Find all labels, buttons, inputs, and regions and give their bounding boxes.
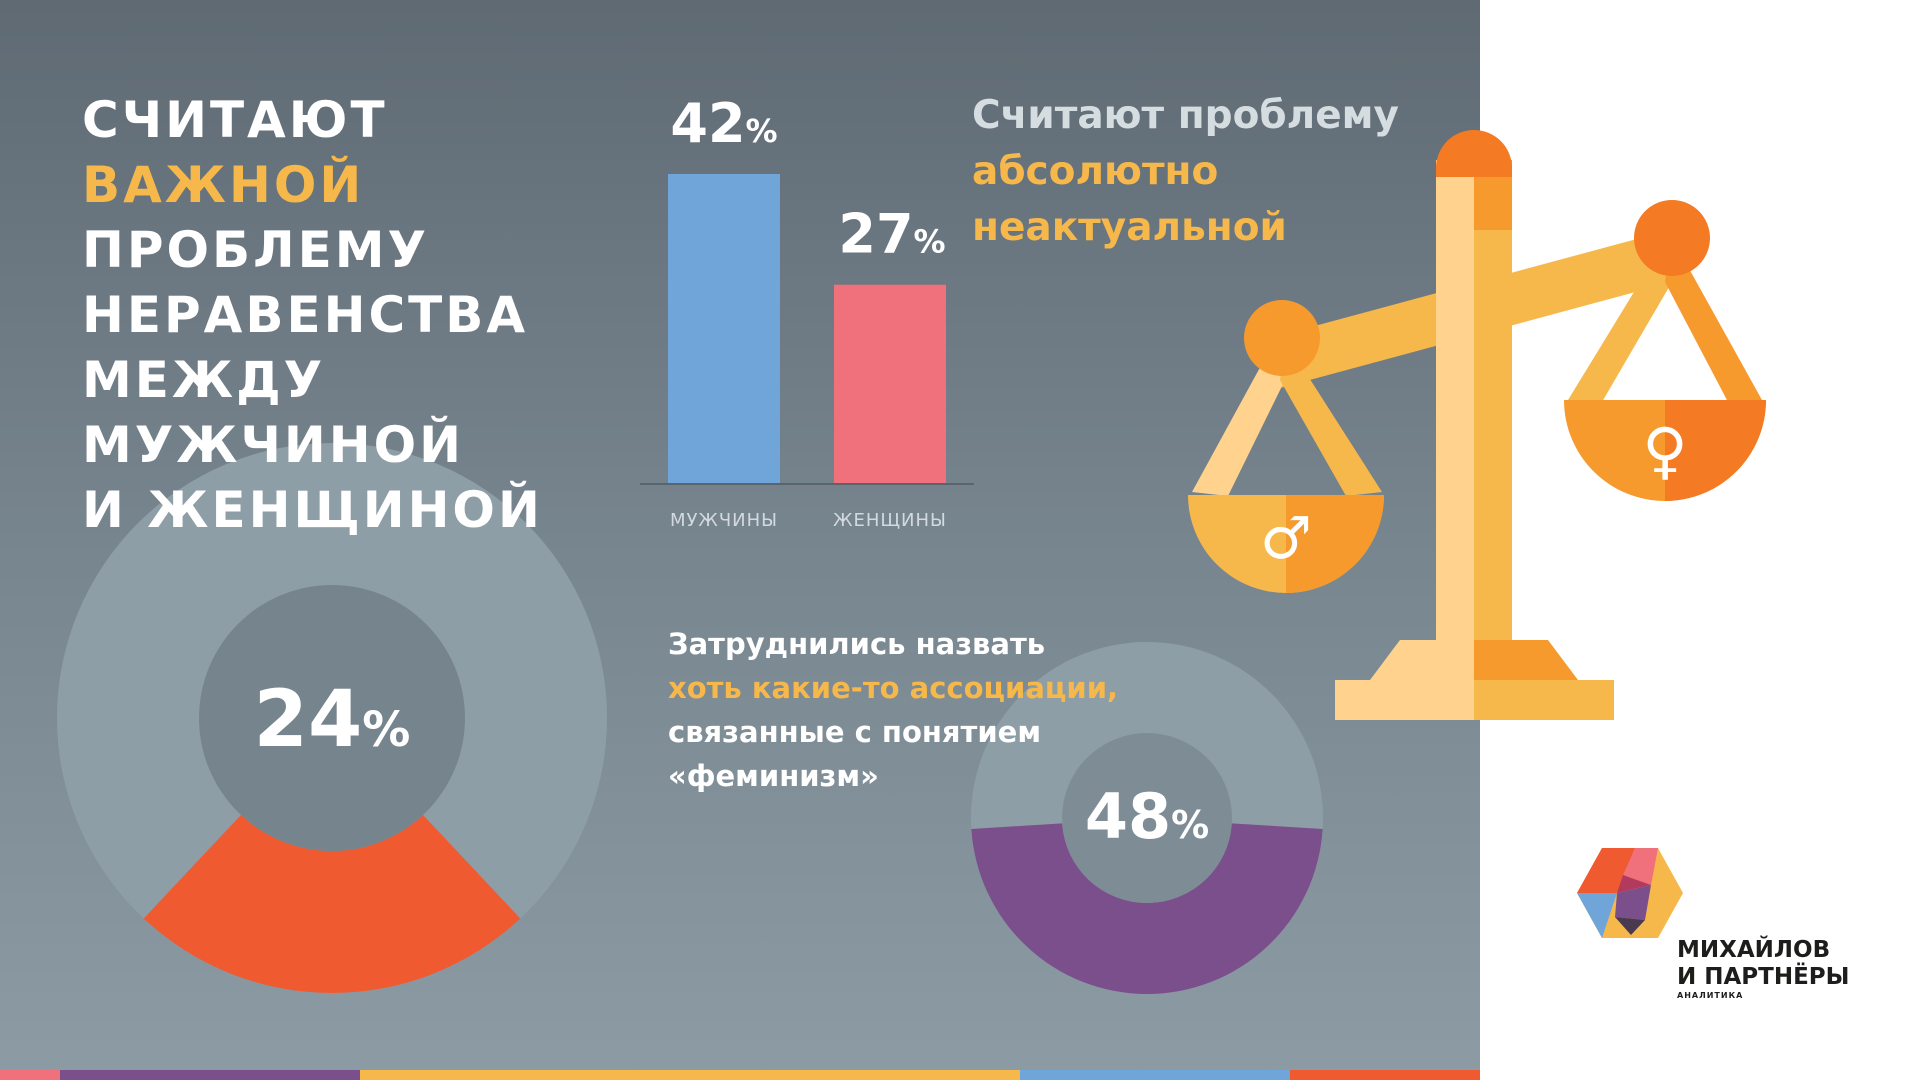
unable-donut-chart: 48% (971, 642, 1323, 995)
unable-donut-hole (1062, 733, 1232, 903)
logo-name-line: И ПАРТНЁРЫ (1677, 964, 1850, 990)
headline-line: СЧИТАЮТ (82, 91, 388, 149)
no-association-line: «феминизм» (668, 759, 879, 793)
bar-men (668, 174, 780, 484)
not-relevant-line-accent: неактуальной (972, 205, 1287, 250)
headline-line: НЕРАВЕНСТВА (82, 286, 529, 344)
important-donut-chart: 24% (57, 443, 607, 994)
unable-value-label: 48% (1085, 780, 1209, 853)
category-label-men: МУЖЧИНЫ (670, 510, 778, 531)
logo-name: МИХАЙЛОВ И ПАРТНЁРЫ (1677, 937, 1850, 991)
hexagon-logo-icon (1577, 848, 1683, 938)
not-relevant-caption: Считают проблему абсолютно неактуальной (972, 88, 1399, 256)
unable-donut-segment (971, 823, 1323, 995)
gender-bar-chart: 42% 27% МУЖЧИНЫ ЖЕНЩИНЫ (640, 92, 974, 531)
bottom-color-strip (0, 1070, 1480, 1080)
headline: СЧИТАЮТ ВАЖНОЙ ПРОБЛЕМУ НЕРАВЕНСТВА МЕЖД… (82, 88, 543, 543)
bar-value-label-men: 42% (670, 92, 777, 155)
bar-women (834, 284, 946, 484)
headline-line: И ЖЕНЩИНОЙ (82, 481, 543, 539)
no-association-caption: Затруднились назвать хоть какие-то ассоц… (668, 622, 1118, 798)
scales-icon: ♂ ♀ (1188, 130, 1766, 720)
headline-line: ПРОБЛЕМУ (82, 221, 430, 279)
not-relevant-line-accent: абсолютно (972, 149, 1219, 194)
important-donut-hole (199, 585, 465, 851)
headline-line-accent: ВАЖНОЙ (82, 156, 365, 214)
headline-line: МУЖЧИНОЙ (82, 416, 464, 474)
logo-name-line: МИХАЙЛОВ (1677, 937, 1831, 963)
important-value-label: 24% (254, 675, 411, 765)
bar-value-label-women: 27% (838, 203, 945, 266)
no-association-line: связанные с понятием (668, 715, 1042, 749)
category-label-women: ЖЕНЩИНЫ (833, 510, 947, 531)
logo-subtitle: АНАЛИТИКА (1677, 991, 1744, 1000)
male-symbol-icon: ♂ (1260, 504, 1312, 572)
female-symbol-icon: ♀ (1642, 414, 1687, 487)
important-donut-segment (143, 814, 521, 994)
no-association-line: Затруднились назвать (668, 627, 1046, 661)
no-association-line-accent: хоть какие-то ассоциации, (668, 671, 1119, 705)
headline-line: МЕЖДУ (82, 351, 326, 409)
not-relevant-line: Считают проблему (972, 93, 1399, 138)
